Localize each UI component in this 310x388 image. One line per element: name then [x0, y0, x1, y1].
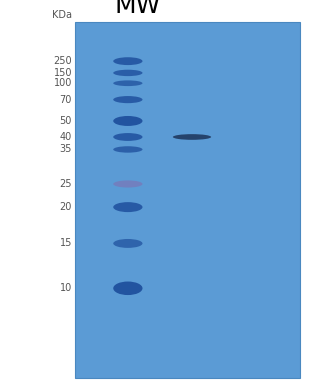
Text: KDa: KDa [52, 10, 72, 20]
Ellipse shape [113, 202, 143, 212]
Text: 70: 70 [60, 95, 72, 105]
Text: 15: 15 [60, 239, 72, 248]
Text: 20: 20 [60, 202, 72, 212]
Text: 100: 100 [54, 78, 72, 88]
Text: 10: 10 [60, 283, 72, 293]
Ellipse shape [113, 146, 143, 152]
Text: 150: 150 [54, 68, 72, 78]
Text: 40: 40 [60, 132, 72, 142]
Ellipse shape [113, 133, 143, 141]
Ellipse shape [113, 96, 143, 103]
Ellipse shape [113, 282, 143, 295]
Ellipse shape [113, 80, 143, 86]
Ellipse shape [113, 116, 143, 126]
Ellipse shape [113, 239, 143, 248]
Text: 250: 250 [53, 56, 72, 66]
Bar [75, 22, 300, 378]
Text: MW: MW [115, 0, 161, 18]
Ellipse shape [113, 70, 143, 76]
Text: 35: 35 [60, 144, 72, 154]
Text: 50: 50 [60, 116, 72, 126]
Ellipse shape [113, 180, 143, 187]
Text: 25: 25 [60, 179, 72, 189]
Ellipse shape [113, 57, 143, 65]
Ellipse shape [173, 134, 211, 140]
